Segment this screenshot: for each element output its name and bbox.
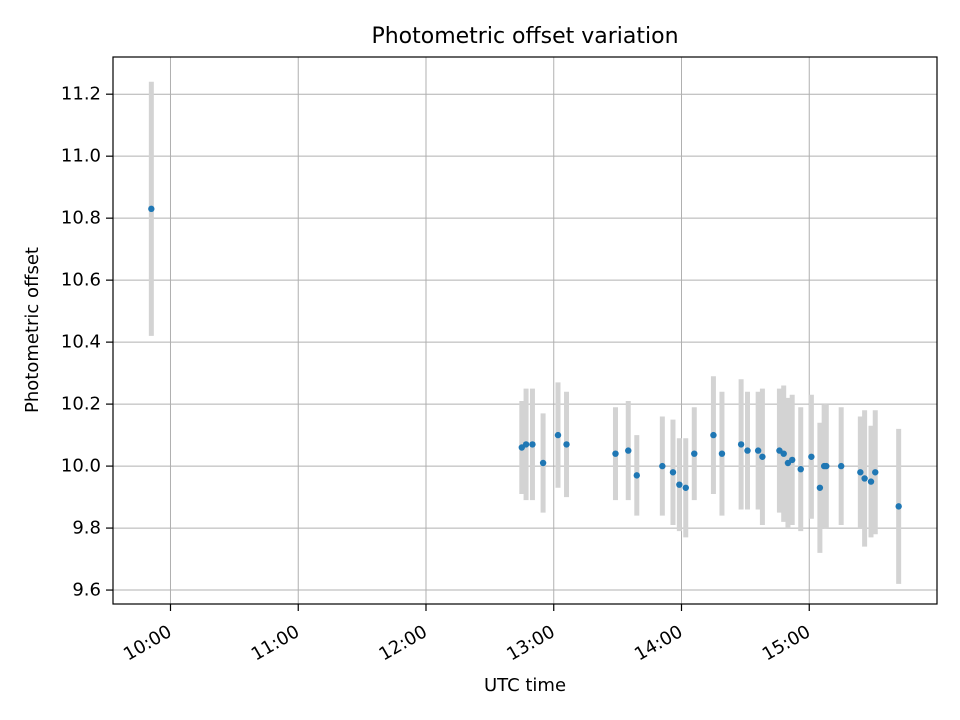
data-point (529, 441, 536, 448)
data-point (857, 469, 864, 476)
x-tick-label: 15:00 (759, 621, 814, 665)
data-point (744, 447, 751, 454)
y-axis-ticks: 9.6 9.8 10.0 10.2 10.4 10.6 10.8 11.0 11.2 (61, 84, 113, 601)
data-point (612, 450, 619, 457)
y-tick-label: 9.8 (72, 518, 101, 539)
data-point (808, 453, 815, 460)
data-point (710, 431, 717, 439)
data-point (789, 456, 796, 464)
error-bars (148, 81, 902, 584)
data-point (754, 447, 762, 454)
data-point (837, 462, 845, 470)
data-point (861, 475, 868, 482)
data-point (823, 462, 830, 470)
x-axis-ticks: 10:00 11:00 12:00 13:00 14:00 15:00 (120, 604, 814, 665)
data-point (682, 484, 689, 491)
data-point (759, 453, 766, 460)
data-point (633, 472, 640, 479)
y-tick-label: 9.6 (72, 580, 101, 601)
data-point (797, 465, 804, 473)
data-point (872, 469, 879, 476)
data-point (867, 478, 875, 485)
x-axis-label: UTC time (484, 675, 566, 696)
chart-title: Photometric offset variation (371, 24, 678, 49)
data-point (554, 431, 562, 439)
data-points (148, 205, 902, 510)
y-tick-label: 10.4 (61, 332, 101, 353)
y-tick-label: 11.2 (61, 84, 101, 105)
data-point (669, 469, 677, 476)
y-axis-label: Photometric offset (22, 247, 43, 413)
plot-area-frame (112, 56, 938, 605)
y-tick-label: 10.6 (61, 270, 101, 291)
data-point (691, 450, 698, 457)
data-point (780, 450, 787, 457)
data-point (816, 484, 824, 491)
data-point (737, 441, 745, 448)
data-point (539, 459, 547, 467)
x-tick-label: 13:00 (503, 621, 558, 665)
x-tick-label: 11:00 (248, 621, 303, 665)
data-point (676, 481, 683, 488)
grid-lines (113, 57, 937, 604)
data-point (148, 205, 155, 213)
x-tick-label: 12:00 (375, 621, 430, 665)
y-tick-label: 10.2 (61, 394, 101, 415)
x-tick-label: 14:00 (631, 621, 686, 665)
y-tick-label: 10.0 (61, 456, 101, 477)
data-point (625, 447, 632, 454)
data-point (659, 462, 666, 470)
data-point (718, 450, 726, 457)
data-point (563, 441, 570, 448)
y-tick-label: 11.0 (61, 146, 101, 167)
y-tick-label: 10.8 (61, 208, 101, 229)
data-point (895, 503, 902, 510)
data-point (522, 441, 530, 448)
x-tick-label: 10:00 (120, 621, 175, 665)
